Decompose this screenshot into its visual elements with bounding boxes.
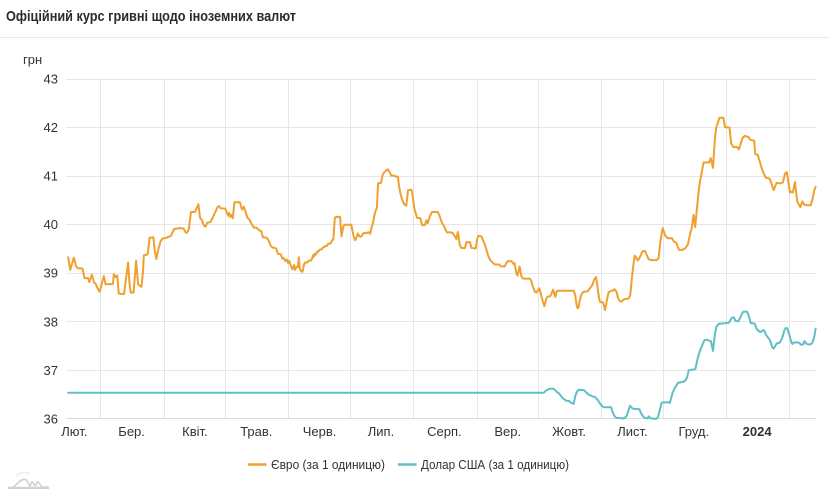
svg-text:Серп.: Серп. — [427, 424, 462, 439]
svg-text:Жовт.: Жовт. — [552, 424, 586, 439]
svg-text:Лют.: Лют. — [61, 424, 87, 439]
svg-text:40: 40 — [44, 217, 58, 232]
svg-text:43: 43 — [44, 72, 58, 87]
svg-text:Євро (за 1 одиницю): Євро (за 1 одиницю) — [271, 457, 385, 472]
svg-text:38: 38 — [44, 314, 58, 329]
svg-text:42: 42 — [44, 120, 58, 135]
svg-text:Лист.: Лист. — [617, 424, 647, 439]
svg-text:Груд.: Груд. — [678, 424, 709, 439]
svg-text:Черв.: Черв. — [303, 424, 337, 439]
svg-text:грн: грн — [23, 52, 42, 67]
svg-text:Бер.: Бер. — [118, 424, 145, 439]
svg-text:37: 37 — [44, 363, 58, 378]
svg-text:Офіційний курс гривні щодо іно: Офіційний курс гривні щодо іноземних вал… — [6, 8, 296, 25]
svg-text:41: 41 — [44, 169, 58, 184]
svg-text:Лип.: Лип. — [368, 424, 394, 439]
svg-text:39: 39 — [44, 266, 58, 281]
svg-text:Долар США (за 1 одиницю): Долар США (за 1 одиницю) — [421, 457, 569, 472]
svg-text:Квіт.: Квіт. — [182, 424, 208, 439]
svg-text:36: 36 — [44, 411, 58, 426]
svg-text:Вер.: Вер. — [494, 424, 521, 439]
svg-text:2024: 2024 — [743, 424, 773, 439]
svg-text:Трав.: Трав. — [240, 424, 272, 439]
